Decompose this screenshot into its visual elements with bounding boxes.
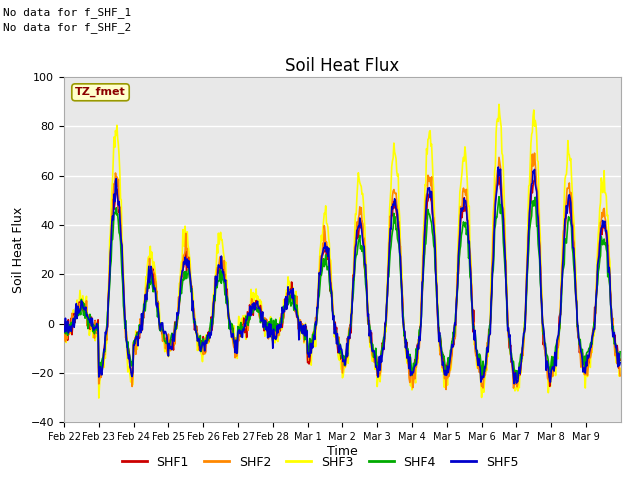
Legend: SHF1, SHF2, SHF3, SHF4, SHF5: SHF1, SHF2, SHF3, SHF4, SHF5 — [116, 451, 524, 474]
Text: TZ_fmet: TZ_fmet — [75, 87, 126, 97]
Text: No data for f_SHF_1: No data for f_SHF_1 — [3, 7, 131, 18]
X-axis label: Time: Time — [327, 445, 358, 458]
Y-axis label: Soil Heat Flux: Soil Heat Flux — [12, 206, 25, 293]
Title: Soil Heat Flux: Soil Heat Flux — [285, 57, 399, 75]
Text: No data for f_SHF_2: No data for f_SHF_2 — [3, 22, 131, 33]
